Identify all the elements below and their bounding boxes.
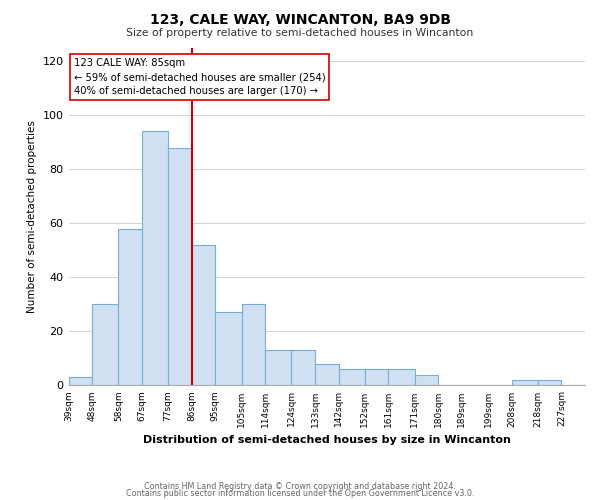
Text: 123, CALE WAY, WINCANTON, BA9 9DB: 123, CALE WAY, WINCANTON, BA9 9DB	[149, 12, 451, 26]
Bar	[265, 350, 292, 386]
Bar	[538, 380, 562, 386]
Bar	[142, 132, 168, 386]
X-axis label: Distribution of semi-detached houses by size in Wincanton: Distribution of semi-detached houses by …	[143, 435, 511, 445]
Bar	[292, 350, 315, 386]
Bar	[92, 304, 118, 386]
Bar	[192, 245, 215, 386]
Text: Size of property relative to semi-detached houses in Wincanton: Size of property relative to semi-detach…	[127, 28, 473, 38]
Bar	[215, 312, 242, 386]
Text: Contains public sector information licensed under the Open Government Licence v3: Contains public sector information licen…	[126, 489, 474, 498]
Bar	[315, 364, 338, 386]
Bar	[118, 228, 142, 386]
Text: 123 CALE WAY: 85sqm
← 59% of semi-detached houses are smaller (254)
40% of semi-: 123 CALE WAY: 85sqm ← 59% of semi-detach…	[74, 58, 325, 96]
Bar	[365, 369, 388, 386]
Bar	[415, 374, 438, 386]
Bar	[68, 378, 92, 386]
Bar	[512, 380, 538, 386]
Y-axis label: Number of semi-detached properties: Number of semi-detached properties	[27, 120, 37, 313]
Bar	[242, 304, 265, 386]
Bar	[168, 148, 192, 386]
Bar	[338, 369, 365, 386]
Bar	[388, 369, 415, 386]
Text: Contains HM Land Registry data © Crown copyright and database right 2024.: Contains HM Land Registry data © Crown c…	[144, 482, 456, 491]
